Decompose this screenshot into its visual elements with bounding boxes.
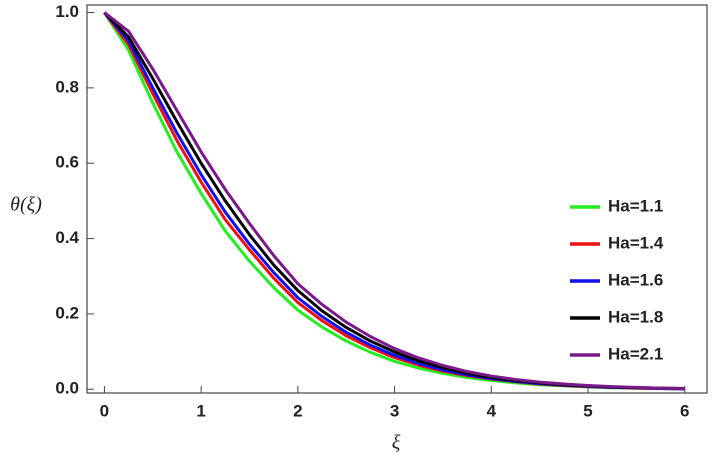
y-tick-label: 0.6 xyxy=(55,153,79,172)
plot-frame xyxy=(86,4,708,394)
x-tick-label: 3 xyxy=(390,401,399,420)
x-tick-label: 5 xyxy=(583,401,592,420)
x-tick-label: 4 xyxy=(487,401,497,420)
data-line xyxy=(103,11,685,391)
x-tick-label: 6 xyxy=(680,401,689,420)
y-tick-label: 0.2 xyxy=(55,303,79,322)
y-tick-label: 0.4 xyxy=(55,228,79,247)
y-tick-label: 0.0 xyxy=(55,379,79,398)
x-axis-label: ξ xyxy=(392,432,401,454)
legend-label: Ha=1.8 xyxy=(608,307,663,326)
legend-label: Ha=1.4 xyxy=(608,233,664,252)
x-tick-label: 1 xyxy=(196,401,205,420)
x-tick-label: 0 xyxy=(100,401,109,420)
y-tick-label: 1.0 xyxy=(55,2,79,21)
legend-label: Ha=1.1 xyxy=(608,196,663,215)
data-line xyxy=(103,11,685,391)
data-line xyxy=(103,11,685,390)
y-tick-label: 0.8 xyxy=(55,77,79,96)
x-tick-label: 2 xyxy=(293,401,302,420)
legend-label: Ha=2.1 xyxy=(608,344,663,363)
legend-label: Ha=1.6 xyxy=(608,270,663,289)
data-line xyxy=(103,11,685,390)
y-axis-label: θ(ξ) xyxy=(10,194,42,216)
data-line xyxy=(103,11,685,391)
